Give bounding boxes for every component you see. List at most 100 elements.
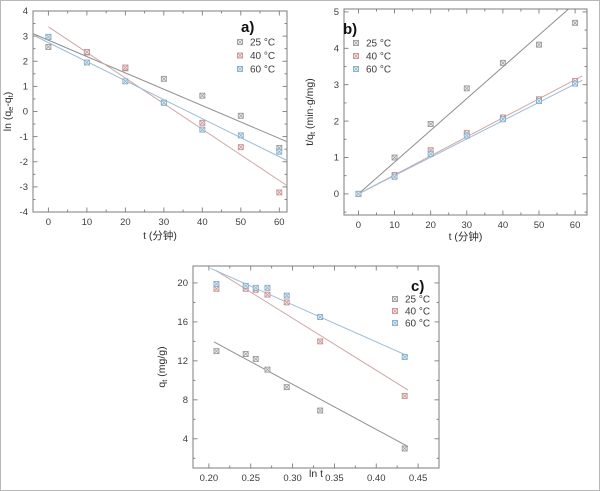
y-axis-label: qt​ (mg/g) [156,346,169,387]
data-point-marker [122,78,129,85]
y-tick-label: 1 [23,82,28,93]
plot-frame [343,8,588,216]
marker-x [238,132,244,139]
tick-labels: 0 10 20 30 40 50 60 -4 -3 -2 -1 0 1 2 3 4 [20,6,285,228]
legend-label: 60 °C [366,65,391,76]
y-tick-label: 4 [334,44,339,55]
panel-letter: c) [411,278,424,295]
data-point-marker [213,348,220,355]
data-point-marker [264,366,271,373]
data-point-marker [427,121,434,127]
fit-line [36,36,288,161]
x-tick-label: 60 [274,217,285,228]
marker-x [317,314,323,320]
marker-x [237,52,243,59]
data-point-marker [264,291,271,298]
data-point-marker [353,66,359,72]
x-tick-label: 0.45 [409,473,428,484]
y-axis-label-part: t [308,131,317,134]
marker-x [353,40,359,46]
series-60c [45,33,283,155]
y-tick-label: -2 [20,157,28,168]
y-tick-label: 16 [177,317,188,328]
y-tick-label: 2 [334,116,339,127]
marker-x [500,116,506,123]
y-axis-label-part: t [6,94,15,97]
marker-x [572,20,578,26]
data-point-marker [237,52,243,59]
y-tick-label: -1 [20,132,28,143]
y-tick-label: 4 [183,434,188,445]
data-point-marker [252,355,259,362]
marker-x [392,308,398,314]
y-axis-label-part: e [6,107,15,111]
marker-x [464,132,470,139]
marker-x [317,338,323,345]
data-point-marker [199,119,206,126]
y-tick-label: -3 [20,182,28,193]
y-axis-label-part: t [160,379,169,382]
legend: 25 °C40 °C60 °C [353,39,391,76]
y-tick-label: 1 [334,153,339,164]
x-tick-label: 10 [82,217,93,228]
marker-x [122,64,129,71]
data-point-marker [572,19,579,26]
marker-x [213,281,220,287]
legend-label: 25 °C [405,295,430,306]
x-tick-label: 20 [425,220,436,231]
x-tick-label: 40 [197,217,208,228]
axis-ticks [193,266,439,468]
data-point-marker [391,154,398,161]
x-tick-label: 0.40 [367,473,386,484]
plot-frame [32,10,288,213]
marker-x [427,151,434,157]
data-point-marker [122,64,129,71]
marker-x [536,41,542,48]
marker-x [199,120,206,126]
y-tick-label: 2 [23,56,28,67]
marker-x [401,354,408,360]
x-tick-label: 0.20 [200,473,219,484]
data-point-marker [536,98,542,105]
legend-label: 60 °C [250,65,275,76]
marker-x [264,291,271,298]
marker-x [392,296,398,302]
fit-line [358,8,569,195]
legend: 25 °C40 °C60 °C [392,295,430,330]
marker-x [161,76,167,82]
marker-x [427,121,434,127]
legend-label: 40 °C [250,51,275,62]
data-point-marker [401,445,408,452]
data-point-marker [264,284,271,291]
data-point-marker [237,112,244,119]
data-point-marker [83,59,90,66]
data-point-marker [242,351,249,357]
legend-label: 25 °C [366,39,391,50]
data-point-marker [237,39,243,45]
y-tick-label: 0 [334,189,339,200]
marker-x [199,92,206,99]
y-tick-label: 20 [177,278,188,289]
chart-b: 0 10 20 30 40 50 60 0 1 2 3 4 5 t (分钟) t/qt​ (min·g/mg… [304,7,588,243]
y-axis-label-part: ) [2,92,14,96]
tick-labels: 0.20 0.25 0.30 0.35 0.40 0.45 4 8 12 16 20 [177,278,427,484]
series-25c [213,348,408,452]
y-axis-label: t/qt​ (min·g/mg) [304,78,317,145]
data-point-marker [499,59,506,66]
data-point-marker [45,43,52,50]
marker-x [242,283,249,289]
y-tick-label: 0 [23,107,28,118]
data-point-marker [242,282,249,289]
x-tick-label: 50 [534,220,545,231]
marker-x [283,292,290,299]
data-point-marker [392,308,398,314]
data-point-marker [283,384,290,391]
marker-x [199,126,206,133]
data-point-marker [392,320,398,326]
tick-labels: 0 10 20 30 40 50 60 0 1 2 3 4 5 [334,7,581,231]
fit-line [32,33,288,143]
marker-x [264,366,271,373]
data-point-marker [83,49,90,55]
y-tick-label: 3 [23,31,28,42]
marker-x [572,80,578,87]
